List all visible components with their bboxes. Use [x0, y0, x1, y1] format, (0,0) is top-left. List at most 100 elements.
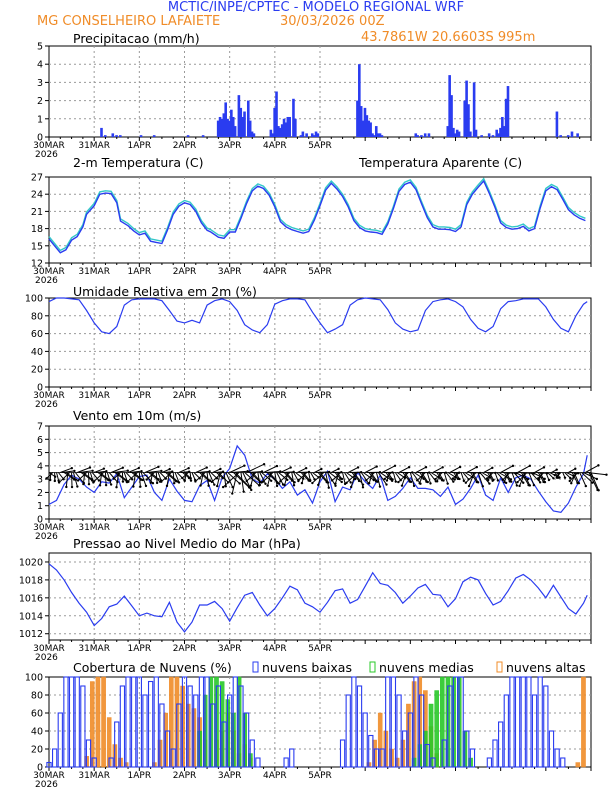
wind-arrow-head: [400, 484, 404, 487]
wind-arrow-head: [137, 466, 141, 470]
wind-arrow-head: [125, 480, 129, 484]
wind-arrow-head: [231, 492, 234, 495]
wind-arrow: [570, 472, 577, 484]
wind-arrow-head: [516, 480, 519, 484]
wind-arrow: [462, 472, 470, 480]
cloud-bar: [503, 694, 509, 768]
wind-arrow-head: [157, 465, 160, 469]
wind-arrow: [113, 472, 121, 480]
wind-arrow: [331, 468, 339, 473]
wind-arrow: [455, 472, 460, 480]
wind-arrow: [477, 472, 484, 487]
panel-title: Precipitacao (mm/h): [73, 31, 200, 46]
wind-arrow-head: [595, 477, 599, 481]
wind-arrow: [234, 472, 251, 489]
wind-arrow: [246, 472, 257, 482]
wind-arrow: [231, 472, 238, 494]
precip-bar: [504, 98, 508, 137]
wind-arrow-head: [131, 478, 134, 481]
cloud-bar: [430, 757, 436, 768]
wind-arrow-head: [207, 484, 210, 487]
wind-arrow: [587, 472, 607, 476]
wind-arrow: [344, 472, 352, 483]
wind-arrow-head: [547, 478, 551, 482]
wind-arrow-head: [289, 466, 292, 469]
cloud-bar: [441, 739, 447, 768]
wind-arrow-head: [216, 484, 219, 488]
wind-arrow-head: [92, 480, 96, 483]
precip-bar: [233, 126, 237, 137]
wind-arrow-head: [157, 478, 160, 481]
wind-arrow-head: [308, 478, 312, 482]
wind-arrow-head: [452, 480, 455, 483]
wind-arrow: [77, 472, 87, 481]
wind-arrow: [547, 472, 554, 479]
pressure-line: [48, 563, 588, 633]
wind-arrow: [58, 472, 71, 483]
x-tick-label: 4APR: [263, 644, 287, 654]
wind-arrow: [432, 466, 443, 473]
wind-arrow-head: [88, 466, 92, 469]
precip-bar: [497, 133, 500, 137]
precip-bar: [502, 126, 506, 137]
precip-bar: [566, 135, 570, 137]
wind-arrow: [244, 472, 260, 486]
header-location: MG CONSELHEIRO LAFAIETE: [37, 14, 220, 29]
wind-arrow: [336, 472, 343, 480]
wind-arrow: [517, 472, 528, 483]
cloud-bar: [396, 694, 402, 768]
cloud-bar: [498, 721, 504, 768]
wind-arrow-head: [70, 485, 74, 489]
cloud-bar: [204, 676, 210, 768]
precip-bar: [230, 109, 233, 137]
wind-arrow: [257, 472, 261, 486]
cloud-bar: [368, 734, 374, 768]
x-tick-label: 3APR: [218, 141, 242, 151]
cloud-bar: [136, 676, 142, 768]
legend-swatch: [252, 661, 259, 673]
wind-arrow-head: [503, 480, 506, 484]
precip-bar: [111, 133, 115, 137]
precip-bar: [280, 124, 284, 137]
wind-arrow: [387, 472, 394, 480]
wind-arrow: [262, 472, 274, 483]
x-tick-label: 30MAR: [33, 141, 65, 151]
cloud-bar: [176, 703, 182, 768]
wind-arrow: [502, 472, 511, 481]
legend-label: nuvens altas: [506, 660, 586, 675]
wind-arrow: [195, 467, 207, 473]
precip-bar: [491, 135, 495, 137]
wind-arrow-head: [260, 470, 264, 473]
y-tick-label: 5: [37, 448, 43, 459]
wind-arrow: [140, 472, 147, 487]
y-tick-label: 2: [37, 96, 43, 107]
wind-arrow: [229, 465, 245, 473]
precip-bar: [576, 133, 579, 137]
wind-arrow-head: [555, 468, 558, 471]
wind-arrow-head: [356, 466, 360, 469]
wind-arrow-head: [451, 477, 455, 480]
wind-arrow: [126, 472, 138, 483]
wind-arrow-head: [375, 465, 378, 468]
wind-arrow-head: [98, 484, 102, 487]
wind-arrow: [58, 472, 64, 480]
cloud-bar: [142, 694, 148, 768]
wind-arrow-head: [515, 484, 519, 487]
cloud-bar: [153, 676, 159, 768]
x-tick-label: 5APR: [308, 523, 332, 533]
wind-arrow-head: [327, 486, 330, 489]
wind-arrow-head: [45, 477, 48, 480]
wind-arrow: [517, 465, 531, 473]
precip-bar: [100, 127, 103, 137]
wind-arrow: [312, 472, 325, 484]
cloud-bar: [339, 739, 346, 768]
x-tick-label: 3APR: [218, 771, 242, 781]
wind-arrow-head: [481, 485, 485, 488]
wind-arrow: [452, 472, 460, 479]
precip-bar: [469, 131, 472, 137]
wind-arrow-head: [391, 478, 394, 481]
x-year-label: 2026: [35, 276, 58, 286]
wind-arrow: [381, 465, 396, 473]
precip-bar: [363, 107, 367, 137]
panel-title: Cobertura de Nuvens (%): [73, 660, 232, 675]
